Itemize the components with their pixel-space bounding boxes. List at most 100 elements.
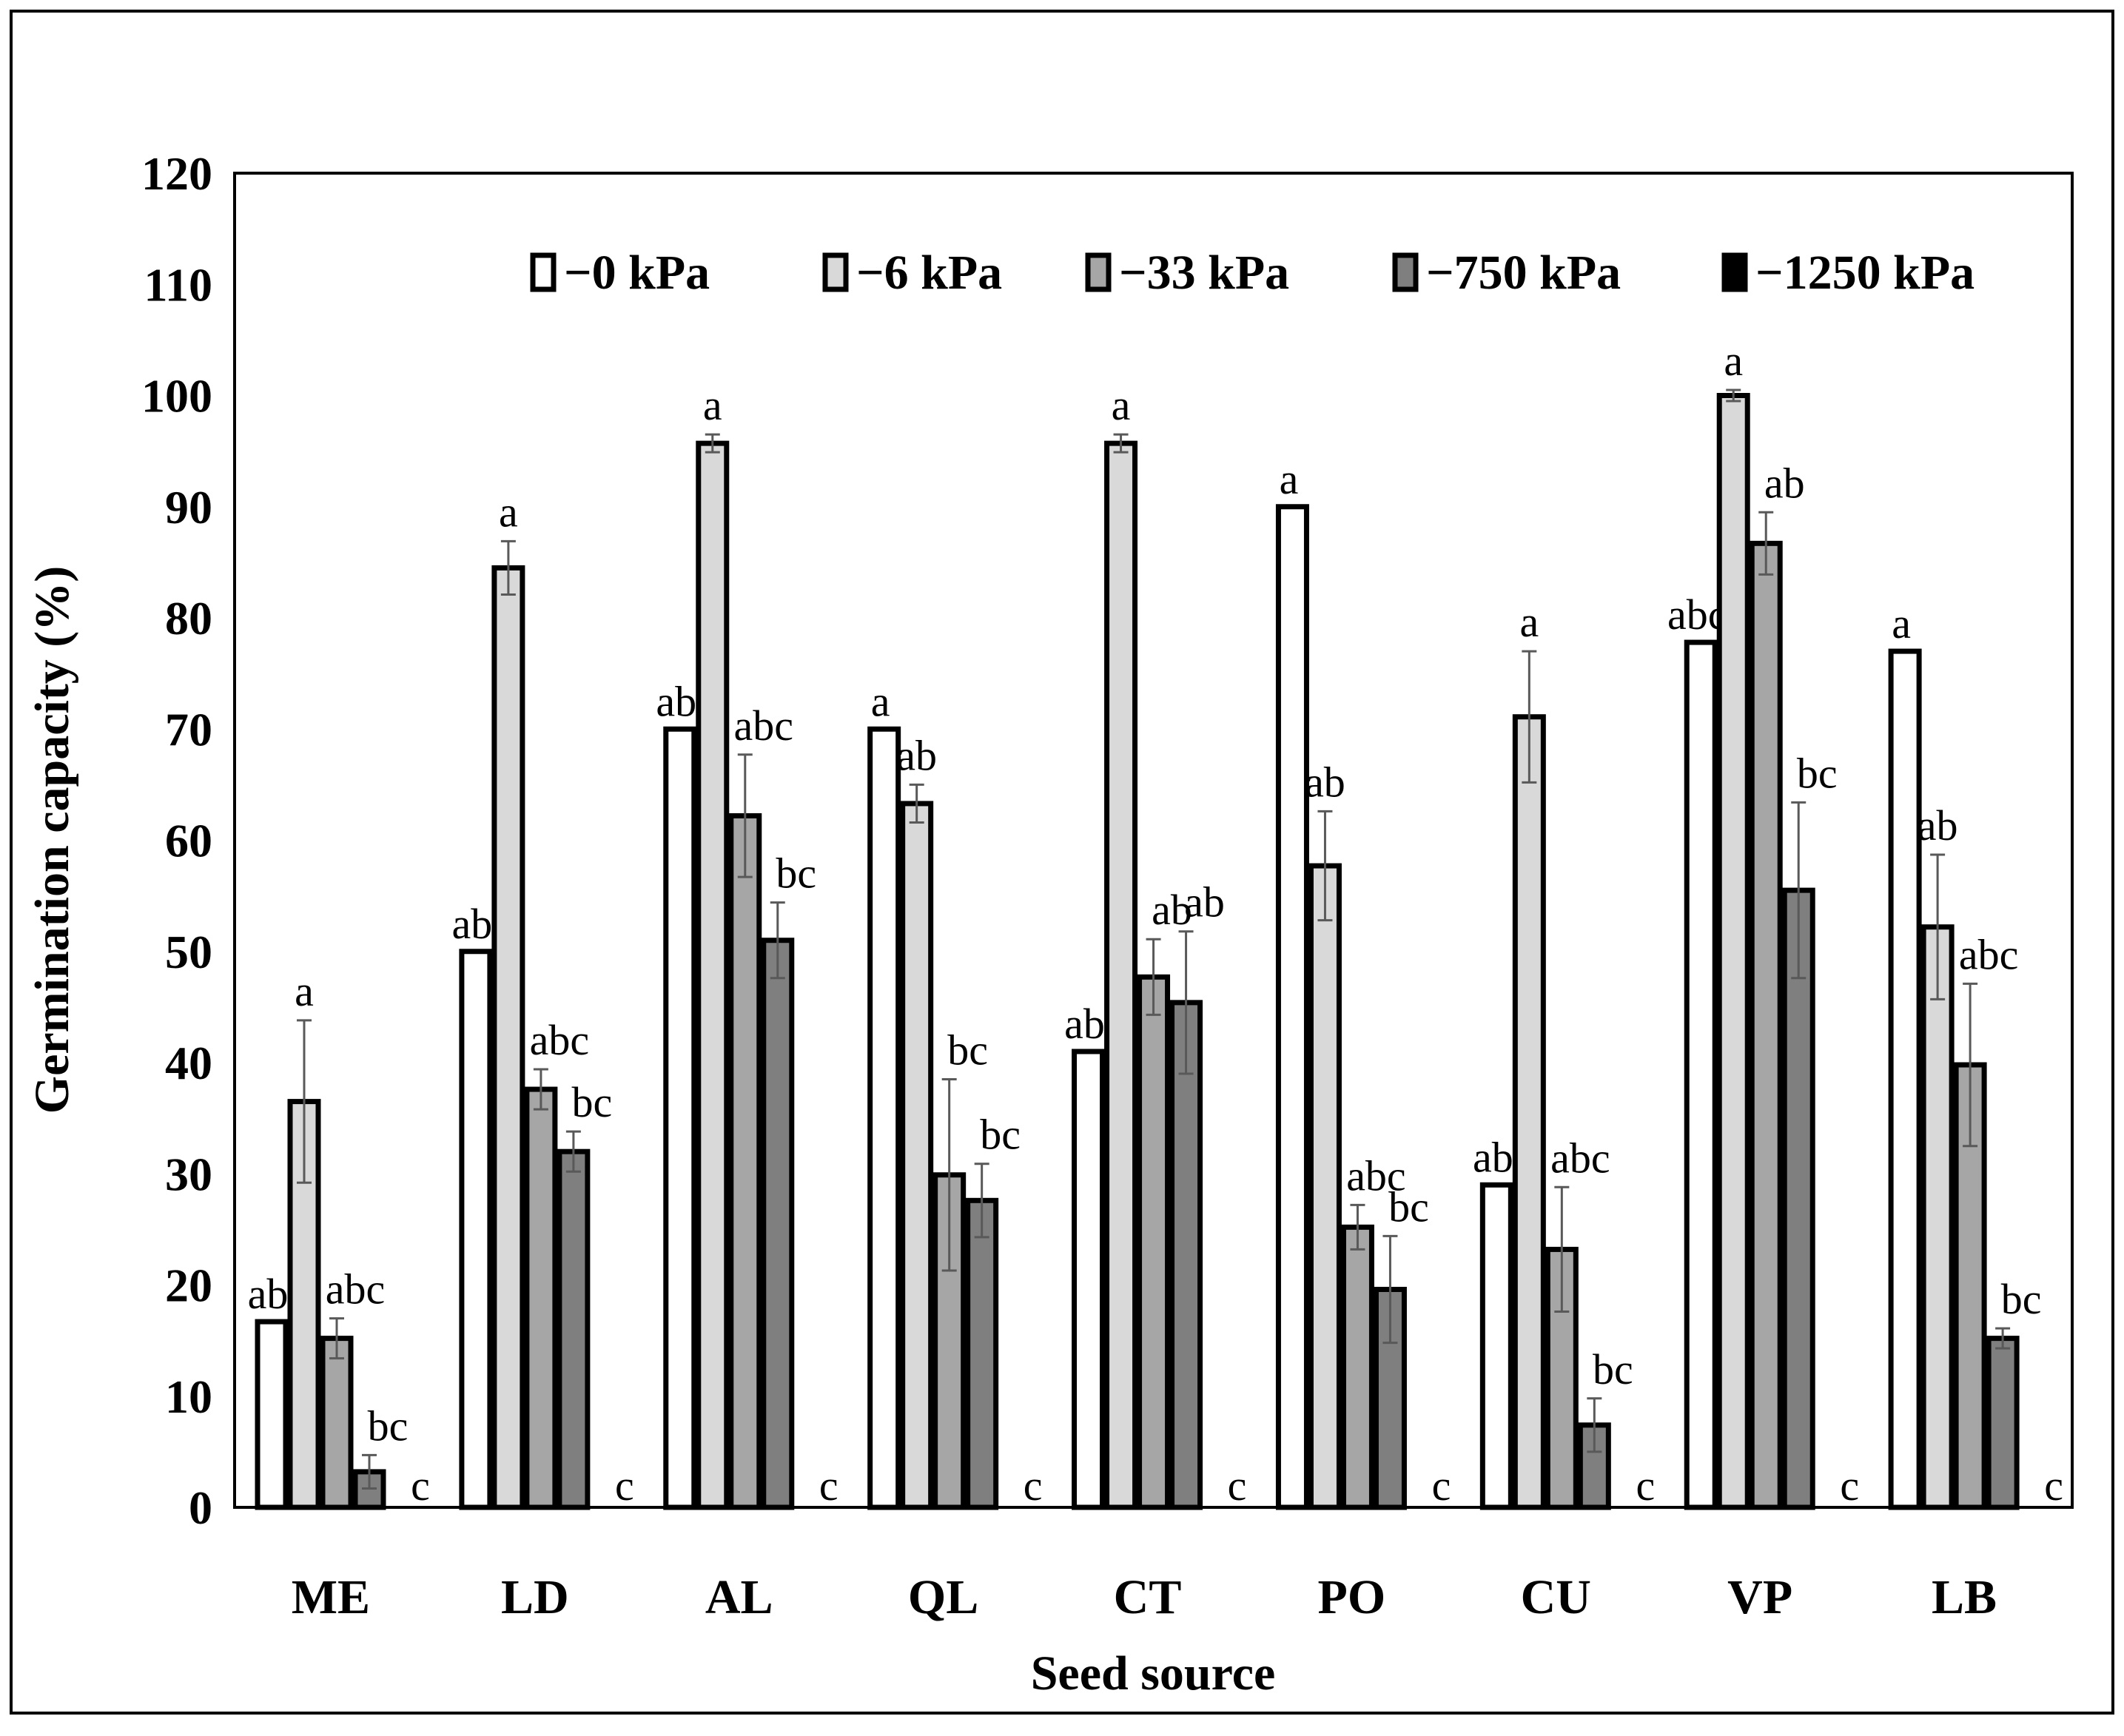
y-tick-label: 30 bbox=[165, 1148, 212, 1200]
significance-letter: abc bbox=[1550, 1134, 1610, 1182]
bar bbox=[965, 1197, 999, 1510]
legend-label: −750 kPa bbox=[1426, 246, 1621, 300]
y-tick-label: 0 bbox=[189, 1481, 212, 1534]
legend-label: −1250 kPa bbox=[1755, 246, 1975, 300]
significance-letter: ab bbox=[656, 677, 696, 725]
bar bbox=[1340, 1224, 1374, 1510]
y-tick-label: 60 bbox=[165, 815, 212, 867]
bar bbox=[1512, 714, 1546, 1510]
bar bbox=[1104, 440, 1138, 1510]
y-tick-label: 100 bbox=[141, 370, 212, 423]
significance-letter: c bbox=[1636, 1461, 1655, 1510]
significance-letter: bc bbox=[1797, 749, 1838, 797]
significance-letter: abc bbox=[734, 702, 794, 750]
significance-letter: ab bbox=[896, 731, 937, 779]
significance-letter: c bbox=[1228, 1461, 1247, 1510]
x-tick-label: QL bbox=[908, 1570, 978, 1624]
significance-letter: ab bbox=[1764, 459, 1805, 507]
significance-letter: bc bbox=[1593, 1345, 1633, 1393]
significance-letter: c bbox=[1840, 1461, 1859, 1510]
legend-swatch bbox=[1392, 252, 1419, 292]
significance-letter: bc bbox=[1388, 1182, 1429, 1231]
bar bbox=[696, 440, 730, 1510]
bar bbox=[524, 1086, 558, 1510]
bar bbox=[1920, 924, 1955, 1510]
bar bbox=[352, 1469, 386, 1510]
bar bbox=[320, 1336, 354, 1510]
significance-letter: c bbox=[615, 1461, 634, 1510]
bar bbox=[1749, 540, 1783, 1510]
significance-letter: bc bbox=[980, 1111, 1021, 1159]
y-axis-title: Germination capacity (%) bbox=[25, 566, 79, 1114]
y-tick-label: 110 bbox=[144, 258, 212, 311]
significance-letter: bc bbox=[776, 850, 816, 898]
y-tick-label: 80 bbox=[165, 592, 212, 645]
bar bbox=[491, 565, 525, 1510]
significance-letter: bc bbox=[2001, 1275, 2042, 1323]
bar bbox=[761, 938, 795, 1510]
x-tick-label: LB bbox=[1932, 1570, 1997, 1624]
y-tick-label: 70 bbox=[165, 703, 212, 756]
bar bbox=[1781, 887, 1815, 1510]
bar bbox=[1137, 974, 1171, 1510]
bar bbox=[663, 726, 697, 1510]
y-tick-label: 120 bbox=[141, 147, 212, 200]
significance-letter: a bbox=[871, 677, 890, 725]
significance-letter: ab bbox=[248, 1270, 289, 1318]
bar bbox=[1072, 1049, 1106, 1510]
bar bbox=[1684, 639, 1718, 1510]
significance-letter: c bbox=[2044, 1461, 2063, 1510]
significance-letter: a bbox=[499, 488, 518, 536]
bar bbox=[459, 949, 493, 1510]
significance-letter: a bbox=[703, 381, 722, 429]
significance-letter: c bbox=[1432, 1461, 1451, 1510]
bar bbox=[1716, 393, 1750, 1510]
bar bbox=[255, 1319, 289, 1510]
y-tick-label: 20 bbox=[165, 1259, 212, 1312]
bar bbox=[557, 1148, 591, 1510]
x-tick-label: AL bbox=[705, 1570, 773, 1624]
significance-letter: c bbox=[1024, 1461, 1043, 1510]
x-tick-label: PO bbox=[1318, 1570, 1386, 1624]
significance-letter: ab bbox=[1305, 758, 1345, 806]
y-tick-label: 40 bbox=[165, 1037, 212, 1089]
bar bbox=[1986, 1336, 2020, 1510]
legend-swatch bbox=[530, 252, 557, 292]
significance-letter: bc bbox=[947, 1026, 988, 1074]
significance-letter: ab bbox=[452, 900, 493, 948]
bar bbox=[900, 801, 934, 1510]
significance-letter: c bbox=[819, 1461, 838, 1510]
significance-letter: abc bbox=[530, 1016, 590, 1064]
significance-letter: a bbox=[1280, 455, 1299, 503]
bar bbox=[1479, 1182, 1513, 1510]
legend-swatch bbox=[1085, 252, 1112, 292]
x-tick-label: CT bbox=[1114, 1570, 1182, 1624]
bar bbox=[728, 813, 762, 1510]
significance-letter: ab bbox=[1918, 801, 1958, 850]
legend-label: −0 kPa bbox=[564, 246, 710, 300]
x-tick-label: ME bbox=[292, 1570, 370, 1624]
bar bbox=[1888, 648, 1922, 1510]
significance-letter: bc bbox=[572, 1078, 613, 1126]
bar bbox=[1169, 1000, 1203, 1510]
x-tick-label: LD bbox=[501, 1570, 569, 1624]
significance-letter: a bbox=[1892, 599, 1911, 647]
bar bbox=[1275, 504, 1309, 1510]
significance-letter: a bbox=[1724, 337, 1743, 385]
significance-letter: c bbox=[411, 1461, 430, 1510]
significance-letter: ab bbox=[1184, 878, 1225, 926]
legend-label: −6 kPa bbox=[856, 246, 1002, 300]
bar bbox=[867, 726, 901, 1510]
significance-letter: bc bbox=[368, 1402, 409, 1450]
significance-letter: ab bbox=[1064, 1000, 1105, 1048]
significance-letter: a bbox=[1519, 598, 1539, 646]
y-tick-label: 10 bbox=[165, 1370, 212, 1423]
x-axis-title: Seed source bbox=[1031, 1646, 1276, 1700]
x-tick-label: CU bbox=[1521, 1570, 1591, 1624]
significance-letter: ab bbox=[1473, 1133, 1513, 1181]
significance-letter: abc bbox=[326, 1265, 386, 1313]
legend-label: −33 kPa bbox=[1119, 246, 1289, 300]
x-tick-label: VP bbox=[1727, 1570, 1792, 1624]
